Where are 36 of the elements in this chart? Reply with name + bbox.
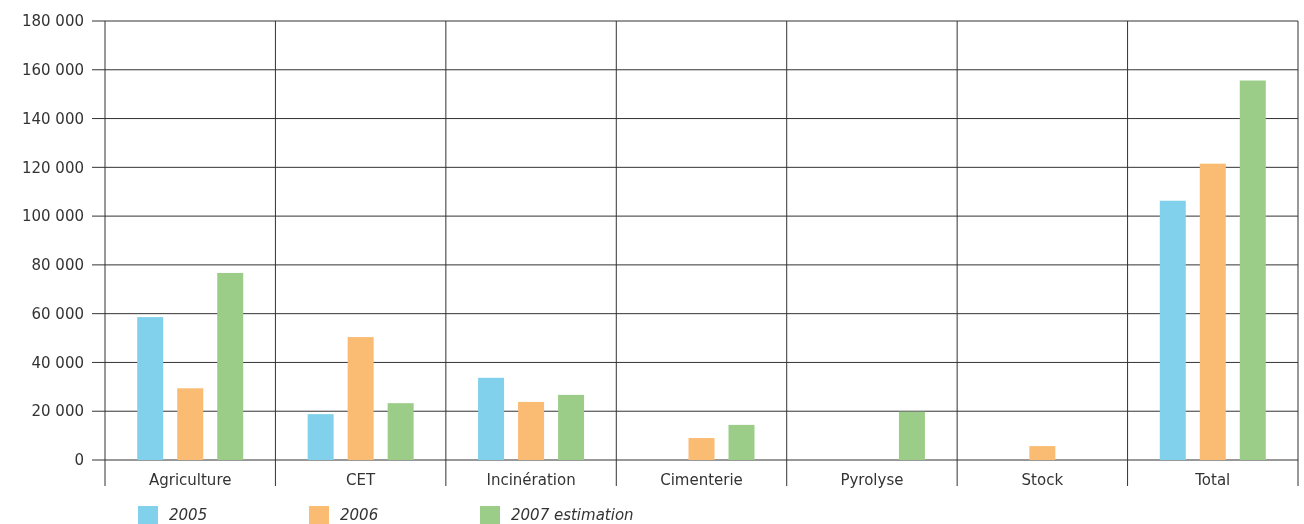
bar: [688, 438, 715, 460]
y-tick-label: 100 000: [21, 207, 84, 226]
y-tick-label: 140 000: [21, 109, 84, 128]
x-tick-label: Cimenterie: [660, 471, 743, 489]
bar: [558, 394, 585, 460]
y-tick-label: 80 000: [31, 256, 84, 275]
x-tick-label: Stock: [1021, 471, 1064, 489]
bar: [518, 401, 545, 460]
bar: [137, 317, 164, 460]
x-tick-label: CET: [346, 471, 377, 489]
bar: [1029, 446, 1056, 460]
bar: [478, 377, 505, 460]
x-tick-label: Incinération: [486, 471, 576, 489]
bar: [387, 403, 414, 460]
bar: [728, 424, 755, 460]
bar: [1159, 200, 1186, 460]
bar: [1199, 163, 1226, 460]
legend-label: 2007 estimation: [511, 506, 634, 524]
bar: [307, 414, 334, 460]
x-tick-label: Agriculture: [148, 471, 232, 489]
y-tick-label: 0: [74, 451, 84, 470]
y-tick-label: 180 000: [21, 12, 84, 31]
x-tick-label: Pyrolyse: [840, 471, 904, 489]
bar: [898, 411, 925, 460]
legend-label: 2006: [340, 506, 379, 524]
y-tick-label: 60 000: [31, 304, 84, 323]
y-tick-label: 120 000: [21, 158, 84, 177]
bar: [1239, 80, 1266, 460]
y-tick-label: 20 000: [31, 402, 84, 421]
bar: [347, 337, 374, 460]
legend-label: 2005: [169, 506, 208, 524]
bar: [217, 272, 244, 460]
y-tick-label: 160 000: [21, 61, 84, 80]
x-tick-label: Total: [1194, 471, 1231, 489]
y-tick-label: 40 000: [31, 353, 84, 372]
bar: [177, 388, 204, 460]
